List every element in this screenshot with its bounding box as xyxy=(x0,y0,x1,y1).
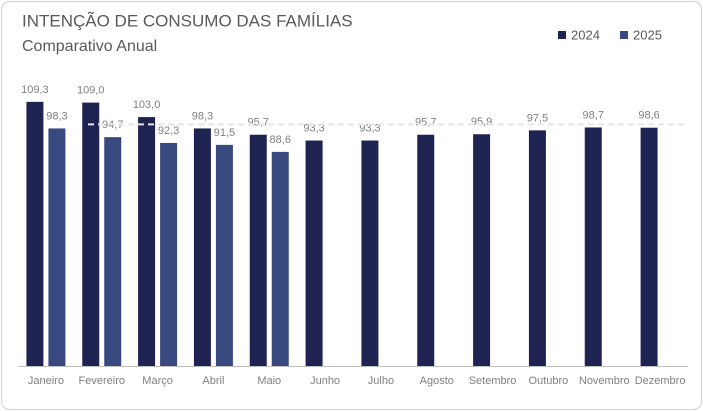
bar xyxy=(193,128,211,366)
x-tick-label: Setembro xyxy=(469,375,517,387)
data-label: 88,6 xyxy=(270,134,291,146)
x-tick-label: Junho xyxy=(310,375,340,387)
x-tick-label: Dezembro xyxy=(635,375,686,387)
data-label: 109,0 xyxy=(77,84,105,96)
bar xyxy=(215,144,233,366)
data-label: 95,9 xyxy=(471,116,492,128)
data-label: 93,3 xyxy=(359,122,380,134)
data-label: 93,3 xyxy=(303,122,324,134)
bar xyxy=(528,130,546,366)
bar xyxy=(640,127,658,366)
bar xyxy=(104,137,122,366)
x-tick-label: Janeiro xyxy=(28,375,64,387)
x-tick-label: Outubro xyxy=(529,375,569,387)
bar xyxy=(584,127,602,366)
legend-label: 2024 xyxy=(571,27,600,42)
data-label: 92,3 xyxy=(158,125,179,137)
x-tick-label: Agosto xyxy=(420,375,454,387)
bar xyxy=(48,128,66,366)
data-label: 95,7 xyxy=(415,117,436,129)
bar xyxy=(249,134,267,366)
data-label: 98,3 xyxy=(46,110,67,122)
bar xyxy=(82,102,100,366)
data-label: 91,5 xyxy=(214,127,235,139)
data-label: 98,7 xyxy=(583,109,604,121)
x-tick-label: Março xyxy=(142,375,173,387)
x-tick-label: Novembro xyxy=(579,375,630,387)
chart-subtitle: Comparativo Anual xyxy=(22,38,157,55)
data-label: 98,3 xyxy=(192,110,213,122)
bar xyxy=(417,134,435,366)
data-label: 103,0 xyxy=(133,99,161,111)
x-tick-label: Fevereiro xyxy=(79,375,125,387)
legend-swatch xyxy=(558,31,566,39)
bar xyxy=(473,134,491,366)
bar xyxy=(138,117,156,366)
chart-title: INTENÇÃO DE CONSUMO DAS FAMÍLIAS xyxy=(22,11,353,30)
legend-label: 2025 xyxy=(633,27,662,42)
data-label: 97,5 xyxy=(527,112,548,124)
bar xyxy=(305,140,323,366)
bar xyxy=(26,101,44,366)
data-label: 98,6 xyxy=(638,110,659,122)
x-tick-label: Maio xyxy=(257,375,281,387)
bar xyxy=(361,140,379,366)
legend-swatch xyxy=(620,31,628,39)
data-label: 95,7 xyxy=(248,117,269,129)
data-label: 109,3 xyxy=(21,84,49,96)
x-tick-label: Abril xyxy=(202,375,224,387)
bar xyxy=(271,151,289,366)
x-tick-label: Julho xyxy=(368,375,394,387)
bar xyxy=(160,142,178,366)
